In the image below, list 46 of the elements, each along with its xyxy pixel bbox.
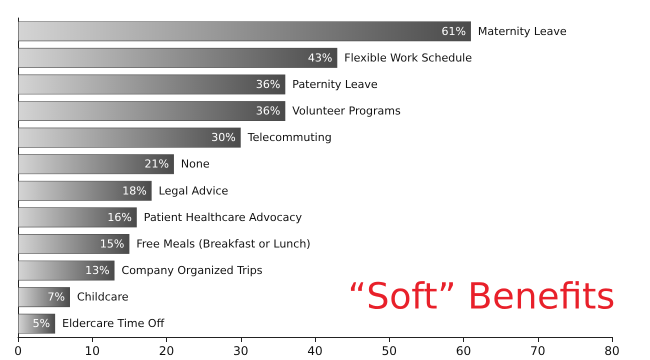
data-label: 36% [256,104,280,118]
bar [18,180,152,201]
x-tick-label: 20 [158,344,174,358]
y-tick-label: Free Meals (Breakfast or Lunch) [136,237,311,250]
y-tick-label: Volunteer Programs [292,104,401,118]
bar [18,128,241,148]
y-tick-label: Flexible Work Schedule [344,51,472,64]
y-tick-label: Patient Healthcare Advocacy [144,210,302,224]
y-tick-label: Telecommuting [246,131,332,144]
y-tick-label: Legal Advice [158,184,229,198]
y-tick-label: None [180,158,210,171]
text: “Soft” Benefits [348,276,616,318]
data-label: 15% [100,237,124,250]
data-label: 30% [211,131,236,144]
data-label: 7% [48,290,65,304]
bar [18,101,286,122]
y-tick-label: Company Organized Trips [122,264,263,278]
x-tick-label: 50 [382,344,397,358]
data-label: 36% [256,78,280,91]
bar [18,234,130,254]
bar [18,21,471,42]
y-tick-label: Paternity Leave [292,78,378,91]
data-label: 21% [144,158,169,171]
y-tick-label: Childcare [76,290,129,304]
data-label: 61% [441,24,466,38]
data-label: 18% [122,184,147,198]
data-label: 13% [85,264,110,278]
bar [18,207,137,228]
bar [18,287,70,308]
data-label: 5% [32,317,50,330]
data-label: 43% [308,51,332,64]
bar [18,154,174,174]
x-tick-label: 10 [84,344,100,358]
y-tick-label: Maternity Leave [478,24,567,38]
bar [18,314,56,334]
x-tick-label: 40 [307,344,323,358]
x-tick-label: 30 [233,344,248,358]
x-tick-label: 80 [604,344,620,358]
data-label: 16% [107,210,132,224]
x-tick-label: 0 [14,344,22,358]
bar [18,260,115,281]
y-tick-label: Eldercare Time Off [62,317,165,330]
x-tick-label: 70 [530,344,546,358]
bar [18,74,286,94]
x-tick-label: 60 [456,344,472,358]
bar [18,48,338,68]
